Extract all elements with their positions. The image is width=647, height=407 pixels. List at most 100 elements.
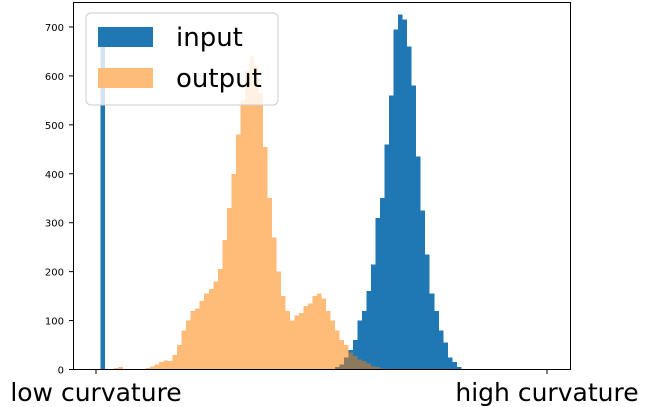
bar-output	[231, 173, 236, 370]
bar-output	[204, 293, 209, 370]
bar-input	[443, 342, 448, 370]
y-tick-label: 300	[45, 219, 64, 230]
bar-output	[150, 366, 155, 370]
bar-input	[348, 349, 354, 353]
bar-input	[380, 198, 385, 369]
bar-overlap	[371, 366, 376, 370]
bar-output	[303, 305, 308, 370]
bar-input	[456, 367, 462, 370]
y-tick-label: 200	[45, 268, 64, 279]
legend-label-input: input	[176, 23, 243, 53]
bar-input	[452, 362, 457, 370]
bar-output	[244, 71, 250, 370]
bar-output	[326, 310, 331, 370]
bar-output	[118, 367, 124, 370]
bar-input	[362, 310, 367, 362]
bar-output	[190, 310, 196, 370]
bar-input	[411, 85, 417, 370]
x-tick-label-high: high curvature	[455, 378, 638, 407]
bar-output	[177, 345, 182, 370]
bar-overlap	[353, 355, 358, 370]
bar-output	[276, 271, 281, 370]
bar-input	[416, 156, 421, 370]
bar-output	[159, 362, 164, 370]
bar-overlap	[344, 357, 349, 370]
legend: input output	[85, 12, 279, 106]
bar-input	[389, 95, 394, 370]
bar-input	[353, 340, 358, 356]
bar-output	[330, 320, 336, 370]
bar-input	[438, 330, 444, 370]
bar-output	[307, 303, 313, 370]
bar-output	[258, 93, 263, 370]
bar-input	[393, 29, 399, 370]
bar-input	[425, 254, 430, 370]
bar-overlap	[357, 359, 363, 370]
bar-output	[145, 368, 151, 370]
bar-input	[447, 357, 453, 370]
bar-output	[262, 146, 268, 370]
bar-output	[271, 237, 277, 370]
bar-overlap	[335, 367, 340, 370]
bar-output	[312, 296, 317, 370]
y-tick-label: 600	[45, 72, 64, 83]
y-tick-label: 0	[58, 366, 64, 377]
legend-label-output: output	[176, 64, 262, 94]
bar-input	[100, 31, 106, 370]
y-tick-label: 100	[45, 317, 64, 328]
bar-overlap	[348, 352, 354, 370]
bar-output	[280, 296, 286, 370]
bar-output	[217, 269, 223, 370]
bar-input	[384, 144, 390, 370]
y-tick-label: 400	[45, 170, 64, 181]
bar-output	[339, 340, 345, 365]
bar-output	[208, 288, 214, 370]
bar-input	[375, 217, 381, 368]
bar-overlap	[375, 367, 381, 370]
bar-output	[186, 320, 191, 370]
plot-frame	[73, 2, 571, 370]
bar-input	[398, 14, 403, 370]
bar-input	[407, 46, 412, 370]
bar-output	[240, 100, 245, 370]
bar-overlap	[366, 363, 372, 370]
bar-input	[402, 19, 408, 370]
bar-output	[114, 368, 119, 370]
bar-overlap	[362, 361, 367, 370]
x-tick-label-low: low curvature	[10, 378, 181, 407]
bar-output	[294, 315, 299, 370]
legend-swatch-output	[98, 68, 153, 88]
legend-swatch-input	[98, 27, 153, 47]
bar-input	[420, 210, 426, 370]
y-tick-label: 700	[45, 23, 64, 34]
bar-output	[226, 208, 232, 370]
bar-output	[235, 134, 241, 370]
bar-output	[181, 330, 187, 370]
bar-output	[321, 298, 327, 370]
bar-output	[163, 360, 169, 370]
bar-input	[429, 293, 435, 370]
bar-output	[285, 310, 290, 370]
bar-output	[253, 66, 259, 370]
bar-output	[195, 308, 200, 370]
bar-input	[357, 320, 363, 360]
y-axis: 0 100 200 300 400 500 600 700	[45, 23, 74, 377]
plot-area	[100, 14, 462, 370]
bar-output	[222, 239, 227, 370]
bar-input	[371, 264, 376, 367]
bar-output	[316, 293, 322, 370]
bar-output	[249, 56, 254, 370]
bar-output	[298, 313, 304, 370]
bar-output	[267, 198, 272, 370]
bar-output	[168, 361, 173, 370]
bar-input	[434, 310, 439, 370]
bar-output	[289, 320, 295, 370]
bar-overlap	[339, 364, 345, 370]
bar-output	[199, 300, 205, 370]
bar-output	[172, 354, 178, 370]
y-tick-label: 500	[45, 121, 64, 132]
bar-output	[335, 330, 340, 368]
bar-output	[154, 364, 160, 370]
bar-output	[344, 345, 349, 358]
